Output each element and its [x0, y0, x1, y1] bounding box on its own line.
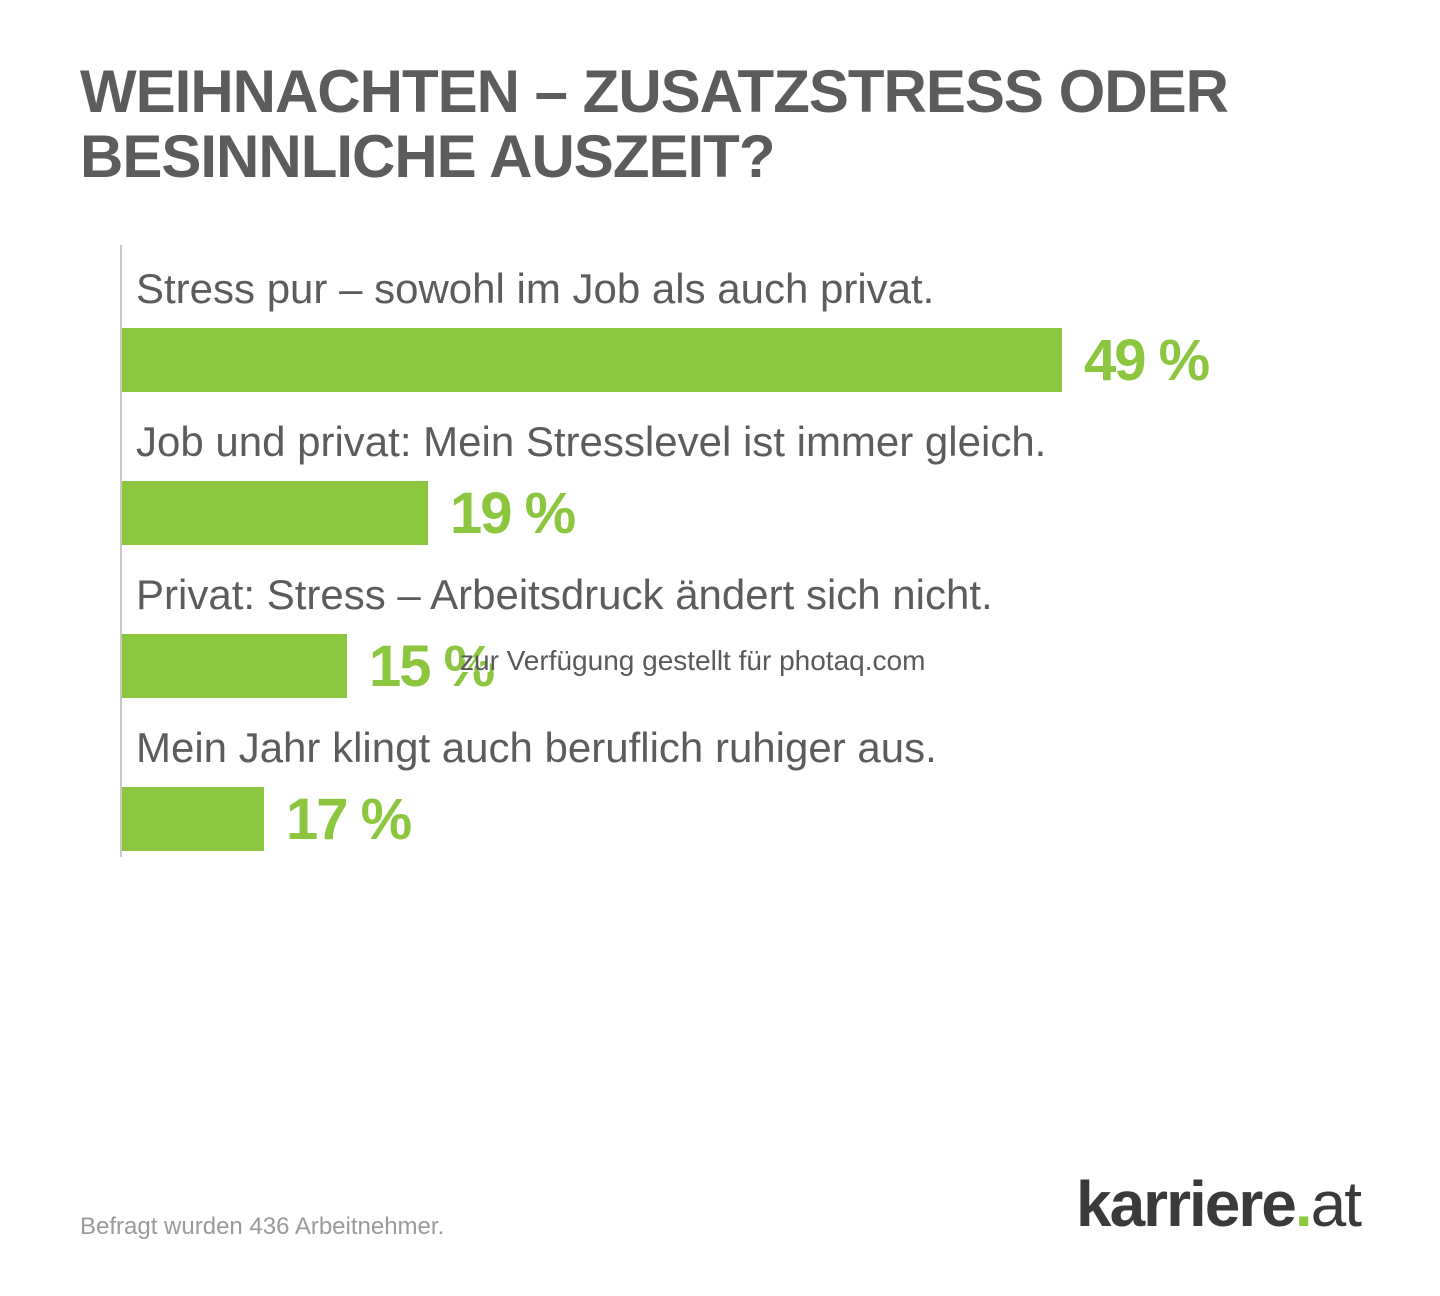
bar-label: Job und privat: Mein Stresslevel ist imm… [122, 418, 1320, 466]
logo-dot: . [1295, 1168, 1311, 1240]
bar-line: 15 % [122, 633, 1320, 700]
bar [122, 481, 428, 545]
bar-row: Stress pur – sowohl im Job als auch priv… [122, 245, 1320, 398]
bar-value: 49 % [1084, 327, 1208, 394]
bar-row: Privat: Stress – Arbeitsdruck ändert sic… [122, 551, 1320, 704]
brand-logo: karriere.at [1076, 1167, 1360, 1241]
infographic-container: WEIHNACHTEN – ZUSATZSTRESS ODER BESINNLI… [0, 0, 1440, 1296]
bar [122, 787, 264, 851]
bar-line: 19 % [122, 480, 1320, 547]
bar-line: 17 % [122, 786, 1320, 853]
bar-row: Mein Jahr klingt auch beruflich ruhiger … [122, 704, 1320, 857]
chart-title: WEIHNACHTEN – ZUSATZSTRESS ODER BESINNLI… [80, 60, 1360, 190]
chart-area: Stress pur – sowohl im Job als auch priv… [120, 245, 1320, 857]
bar-value: 15 % [369, 633, 493, 700]
footnote-text: Befragt wurden 436 Arbeitnehmer. [80, 1213, 444, 1241]
bar-line: 49 % [122, 327, 1320, 394]
bar-value: 17 % [286, 786, 410, 853]
bar [122, 328, 1062, 392]
bar [122, 634, 347, 698]
bar-label: Stress pur – sowohl im Job als auch priv… [122, 265, 1320, 313]
bar-value: 19 % [450, 480, 574, 547]
logo-main: karriere [1076, 1168, 1295, 1240]
bar-label: Privat: Stress – Arbeitsdruck ändert sic… [122, 571, 1320, 619]
bar-label: Mein Jahr klingt auch beruflich ruhiger … [122, 724, 1320, 772]
bar-row: Job und privat: Mein Stresslevel ist imm… [122, 398, 1320, 551]
logo-tld: at [1311, 1168, 1360, 1240]
footer: Befragt wurden 436 Arbeitnehmer. karrier… [80, 1167, 1360, 1241]
